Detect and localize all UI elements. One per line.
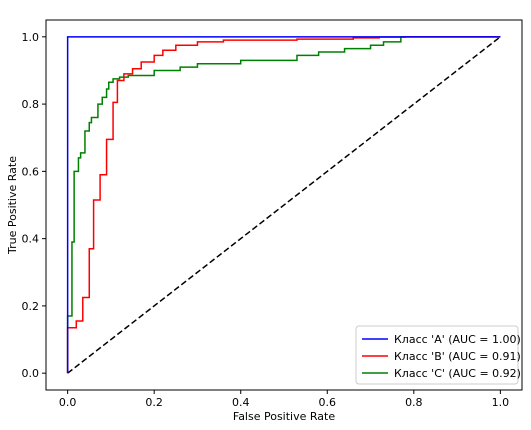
x-tick-label: 0.0 (59, 396, 77, 409)
y-axis-title: True Positive Rate (6, 156, 19, 255)
plot-area (66, 36, 501, 374)
x-tick-label: 0.2 (145, 396, 163, 409)
roc-line-class-a (66, 36, 501, 374)
chance-diagonal-line (67, 36, 501, 374)
legend: Класс 'A' (AUC = 1.00) Класс 'B' (AUC = … (355, 325, 521, 385)
y-tick-label: 0.4 (22, 233, 40, 246)
legend-label-class-b: Класс 'B' (AUC = 0.91) (394, 350, 521, 363)
axes-frame (45, 19, 523, 391)
x-tick-label: 0.4 (232, 396, 250, 409)
y-tick-label: 0.6 (22, 165, 40, 178)
legend-label-class-c: Класс 'C' (AUC = 0.92) (394, 367, 521, 380)
x-axis-title: False Positive Rate (233, 410, 335, 423)
x-tick-label: 0.8 (405, 396, 423, 409)
legend-label-class-a: Класс 'A' (AUC = 1.00) (394, 333, 521, 346)
axes: 0.0 0.2 0.4 0.6 0.8 1.0 0.0 0.2 0.4 0.6 0.8 1.0 (22, 19, 523, 409)
y-tick-label: 1.0 (22, 31, 40, 44)
roc-line-class-c (66, 36, 501, 374)
x-tick-label: 0.6 (319, 396, 337, 409)
x-tick-label: 1.0 (492, 396, 510, 409)
y-tick-label: 0.2 (22, 300, 40, 313)
roc-line-class-b (66, 36, 501, 374)
legend-box (355, 325, 519, 385)
y-tick-label: 0.0 (22, 367, 40, 380)
y-tick-label: 0.8 (22, 98, 40, 111)
